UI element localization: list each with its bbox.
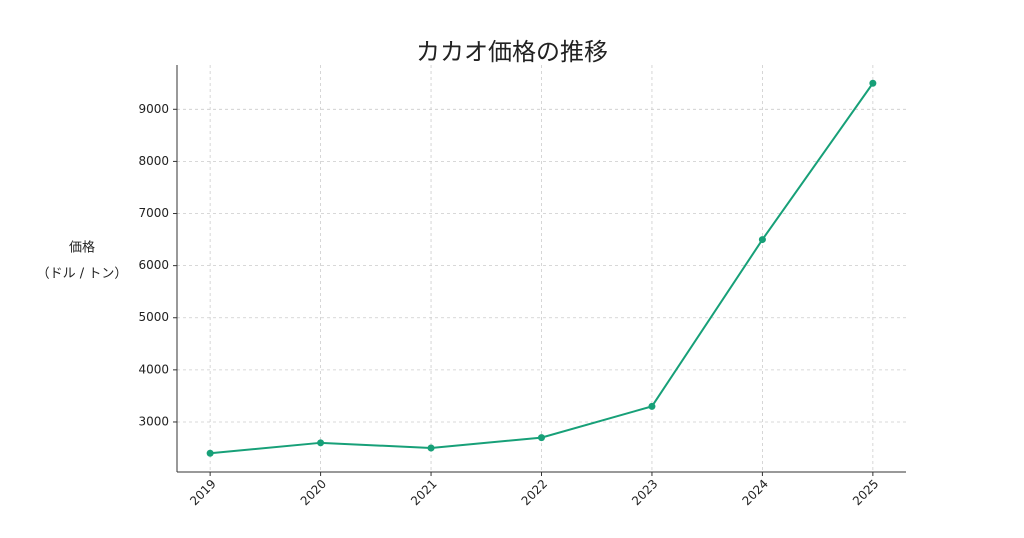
y-tick-label: 7000: [138, 206, 169, 220]
x-tick-label: 2023: [629, 477, 660, 508]
chart-title: カカオ価格の推移: [416, 38, 608, 66]
y-tick-label: 8000: [138, 154, 169, 168]
y-tick-label: 5000: [138, 310, 169, 324]
x-tick-label: 2024: [740, 477, 771, 508]
y-axis-label: （ドル / トン）: [37, 267, 128, 282]
data-point: [538, 434, 545, 442]
data-point: [427, 444, 435, 452]
y-axis-label: 価格: [69, 240, 95, 256]
x-tick-label: 2021: [408, 477, 439, 508]
x-tick-label: 2019: [187, 477, 218, 508]
x-tick-label: 2022: [519, 477, 550, 508]
y-tick-label: 4000: [138, 362, 169, 376]
x-tick-label: 2025: [850, 477, 881, 508]
data-point: [648, 402, 656, 410]
data-point: [317, 439, 325, 447]
data-point: [758, 236, 766, 244]
y-tick-label: 3000: [138, 414, 169, 428]
x-tick-label: 2020: [298, 477, 329, 508]
data-point: [869, 79, 877, 87]
y-tick-label: 6000: [138, 258, 169, 272]
y-tick-label: 9000: [138, 102, 169, 116]
data-point: [206, 449, 214, 457]
